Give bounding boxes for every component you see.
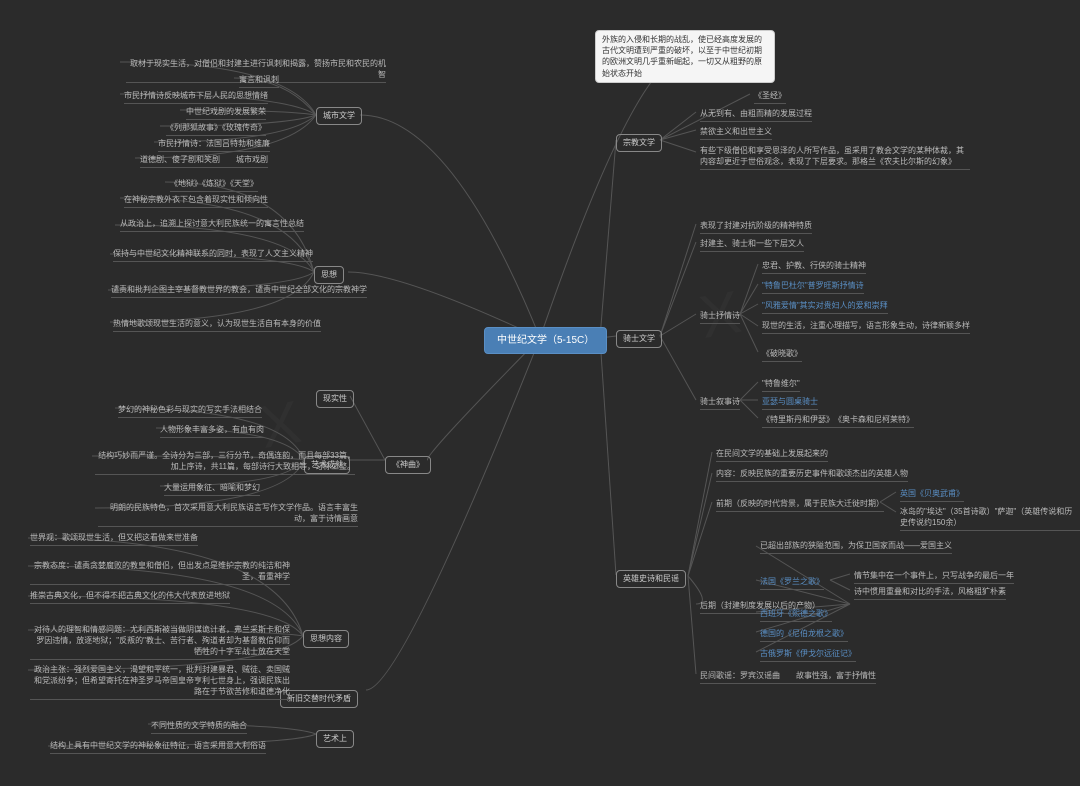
leaf-right-6: 忠君、护教、行侠的骑士精神	[762, 260, 866, 274]
leaf-right-8: "风雅爱情"其实对贵妇人的爱和崇拜	[762, 300, 888, 314]
leaf-left-10: 保持与中世纪文化精神联系的同时，表现了人文主义精神	[113, 248, 313, 262]
branch-node-9: 骑士文学	[616, 330, 662, 348]
leaf-right-27: 德国的《尼伯龙根之歌》	[760, 628, 848, 642]
branch-node-10: 英雄史诗和民谣	[616, 570, 686, 588]
leaf-right-19: 英国《贝奥武甫》	[900, 488, 964, 502]
leaf-right-13: 骑士叙事诗	[700, 396, 740, 410]
leaf-right-26: 西班牙《熙德之歌》	[760, 608, 832, 622]
center-node: 中世纪文学（5-15C）	[484, 327, 607, 354]
leaf-left-23: 不同性质的文学特质的融合	[151, 720, 247, 734]
leaf-right-3: 有些下级僧侣和享受恩泽的人所写作品，虽采用了教会文学的某种体裁，其内容却更近于世…	[700, 145, 970, 170]
leaf-right-18: 前期（反映的时代背景，属于民族大迁徙时期）	[716, 498, 884, 512]
leaf-left-12: 热情地歌颂现世生活的意义，认为现世生活自有本身的价值	[113, 318, 321, 332]
leaf-left-7: 《地狱》《炼狱》《天堂》	[170, 178, 258, 192]
branch-node-6: 新旧交替时代矛盾	[280, 690, 358, 708]
leaf-left-11: 谴责和批判企图主宰基督教世界的教会，谴责中世纪全部文化的宗教神学	[111, 284, 367, 298]
leaf-right-10: 现世的生活，注重心理描写，语言形象生动，诗律新颖多样	[762, 320, 970, 334]
leaf-left-24: 结构上具有中世纪文学的神秘象征特征，语言采用意大利俗语	[50, 740, 266, 754]
branch-node-4: 《神曲》	[385, 456, 431, 474]
leaf-left-3: 中世纪戏剧的发展繁荣	[186, 106, 266, 120]
branch-node-5: 思想内容	[303, 630, 349, 648]
branch-node-8: 宗教文学	[616, 134, 662, 152]
leaf-left-16: 大量运用象征、暗喻和梦幻	[164, 482, 260, 496]
leaf-left-9: 从政治上，追溯上探讨意大利民族统一的寓言性总结	[120, 218, 304, 232]
leaf-right-24: 诗中惯用重叠和对比的手法，风格粗犷朴素	[854, 586, 1006, 600]
context-note: 外族的入侵和长期的战乱，使已经高度发展的古代文明遭到严重的破坏，以至于中世纪初期…	[595, 30, 775, 83]
leaf-right-17: 内容：反映民族的重要历史事件和歌颂杰出的英雄人物	[716, 468, 908, 482]
branch-node-2: 现实性	[316, 390, 354, 408]
leaf-right-23: 情节集中在一个事件上，只写战争的最后一年	[854, 570, 1014, 584]
leaf-left-8: 在神秘宗教外衣下包含着现实性和倾向性	[124, 194, 268, 208]
leaf-right-15: 《特里斯丹和伊瑟》 《奥卡森和尼柯莱特》	[762, 414, 914, 428]
leaf-right-4: 表现了封建对抗阶级的精神特质	[700, 220, 812, 234]
leaf-right-0: 《圣经》	[754, 90, 786, 104]
leaf-right-11: 《破晓歌》	[762, 348, 802, 362]
leaf-right-14: 亚瑟与圆桌骑士	[762, 396, 818, 410]
leaf-right-29: 民间歌谣：罗宾汉谣曲 故事性强，富于抒情性	[700, 670, 876, 684]
leaf-left-18: 世界观：歌颂现世生活，但又把这看做来世准备	[30, 532, 198, 546]
leaf-right-16: 在民间文学的基础上发展起来的	[716, 448, 828, 462]
leaf-left-14: 人物形象丰富多姿，有血有肉	[160, 424, 264, 438]
leaf-right-5: 封建主、骑士和一些下层文人	[700, 238, 804, 252]
leaf-left-1: 寓言和讽刺	[239, 74, 279, 88]
leaf-left-15: 结构巧妙而严谨。全诗分为三部，三行分节，奇偶连韵，而且每部33篇，加上序诗，共1…	[95, 450, 355, 475]
leaf-left-5: 市民抒情诗：法国吕特勃和维廉	[158, 138, 270, 152]
leaf-right-20: 冰岛的"埃达"（35首诗歌）"萨迦"（英雄传说和历史传说约150余）	[900, 506, 1080, 531]
branch-node-0: 城市文学	[316, 107, 362, 125]
leaf-left-4: 《列那狐故事》《玫瑰传奇》	[166, 122, 266, 136]
leaf-left-17: 明朗的民族特色，首次采用意大利民族语言写作文学作品。语言丰富生动，富于诗情画意	[98, 502, 358, 527]
leaf-left-21: 对待人的理智和情感问题：尤利西斯被当做阴谋诡计者，弗兰采斯卡和保罗因违情，放逐地…	[30, 624, 290, 660]
branch-node-7: 艺术上	[316, 730, 354, 748]
branch-node-1: 思想	[314, 266, 344, 284]
leaf-left-22: 政治主张：强烈爱国主义，渴望和平统一，批判封建暴君、贼徒、卖国贼和党派纷争；但希…	[30, 664, 290, 700]
leaf-right-2: 禁欲主义和出世主义	[700, 126, 772, 140]
leaf-left-20: 推崇古典文化，但不得不把古典文化的伟大代表放进地狱	[30, 590, 230, 604]
leaf-right-9: 骑士抒情诗	[700, 310, 740, 324]
leaf-left-6: 道德剧、傻子剧和笑剧 城市戏剧	[140, 154, 268, 168]
leaf-right-28: 古俄罗斯《伊戈尔远征记》	[760, 648, 856, 662]
leaf-right-7: "特鲁巴杜尔"普罗旺斯抒情诗	[762, 280, 864, 294]
leaf-right-1: 从无到有、由粗而精的发展过程	[700, 108, 812, 122]
leaf-left-19: 宗教态度：谴责贪婪腐败的教皇和僧侣，但出发点是维护宗教的纯洁和神圣，看重神学	[30, 560, 290, 585]
leaf-left-2: 市民抒情诗反映城市下层人民的思想情绪	[124, 90, 268, 104]
leaf-right-21: 已超出部族的狭隘范围，为保卫国家而战——爱国主义	[760, 540, 952, 554]
leaf-right-22: 法国《罗兰之歌》	[760, 576, 824, 590]
leaf-left-13: 梦幻的神秘色彩与现实的写实手法相结合	[118, 404, 262, 418]
leaf-right-12: "特鲁维尔"	[762, 378, 800, 392]
